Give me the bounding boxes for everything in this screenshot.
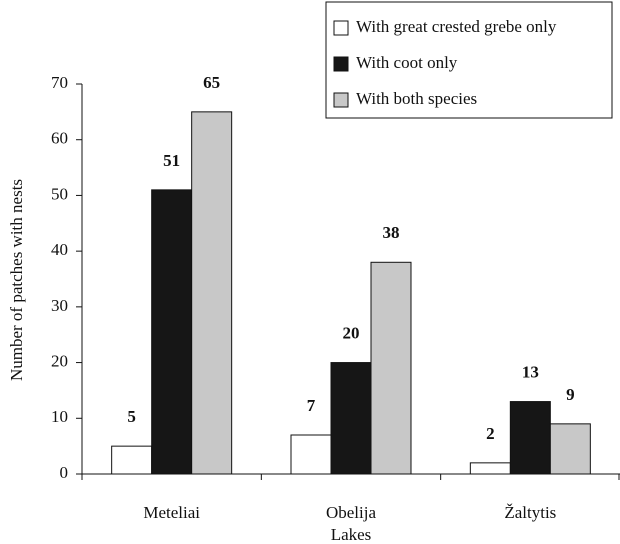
bar [370, 261, 412, 475]
value-label: 2 [486, 424, 495, 443]
y-tick-label: 60 [51, 129, 68, 148]
value-label: 7 [307, 396, 316, 415]
x-tick-label: Žaltytis [504, 503, 556, 522]
y-tick-label: 30 [51, 296, 68, 315]
legend-label: With coot only [356, 53, 458, 72]
y-axis-label: Number of patches with nests [7, 179, 26, 381]
value-label: 5 [127, 407, 136, 426]
y-tick-label: 10 [51, 407, 68, 426]
y-tick-label: 20 [51, 351, 68, 370]
legend-box [325, 1, 613, 119]
value-label: 38 [383, 223, 400, 242]
bar [191, 111, 233, 475]
value-label: 51 [163, 151, 180, 170]
legend-swatch [333, 56, 349, 72]
bar [549, 423, 591, 475]
legend-label: With great crested grebe only [356, 17, 557, 36]
value-label: 13 [522, 362, 539, 381]
bar [330, 362, 372, 475]
y-tick-label: 0 [60, 463, 69, 482]
bar [509, 401, 551, 475]
legend-swatch [333, 20, 349, 36]
bar [151, 189, 193, 475]
bar [469, 462, 511, 475]
y-tick-label: 50 [51, 184, 68, 203]
y-tick-label: 40 [51, 240, 68, 259]
value-label: 65 [203, 73, 220, 92]
legend-label: With both species [356, 89, 477, 108]
value-label: 20 [343, 323, 360, 342]
y-tick-label: 70 [51, 73, 68, 92]
value-label: 9 [566, 385, 575, 404]
x-tick-label: Obelija Lakes [326, 503, 376, 544]
legend-swatch [333, 92, 349, 108]
bar [290, 434, 332, 475]
x-tick-label: Meteliai [143, 503, 200, 522]
bar [111, 445, 153, 475]
